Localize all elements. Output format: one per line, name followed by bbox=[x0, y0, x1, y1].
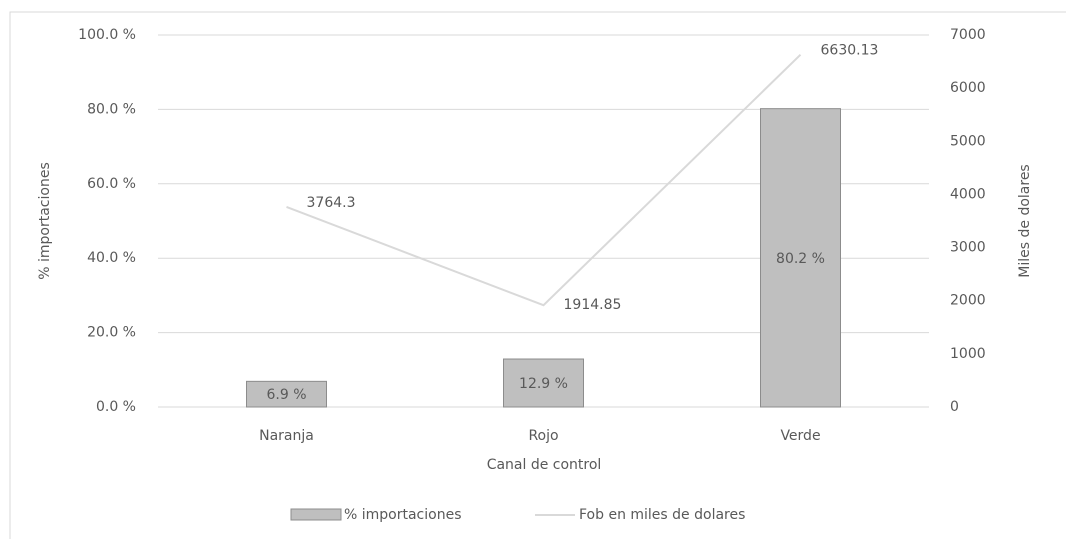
bar bbox=[760, 108, 841, 408]
x-tick-label: Verde bbox=[780, 428, 820, 444]
y2-tick-label: 7000 bbox=[950, 27, 986, 43]
y2-axis-title: Miles de dolares bbox=[1017, 164, 1033, 277]
x-tick-label: Rojo bbox=[528, 428, 558, 444]
y2-tick-label: 0 bbox=[950, 399, 959, 415]
y-tick-label: 0.0 % bbox=[96, 399, 136, 415]
y2-tick-label: 3000 bbox=[950, 240, 986, 256]
legend-swatch bbox=[290, 508, 342, 521]
bar bbox=[503, 358, 584, 408]
y2-tick-label: 2000 bbox=[950, 293, 986, 309]
bar-value-label: 12.9 % bbox=[519, 376, 568, 392]
line-value-label: 1914.85 bbox=[564, 297, 622, 313]
y-tick-label: 60.0 % bbox=[87, 176, 136, 192]
legend-label: Fob en miles de dolares bbox=[579, 507, 745, 523]
line-value-label: 3764.3 bbox=[307, 195, 356, 211]
y-tick-label: 80.0 % bbox=[87, 101, 136, 117]
y2-tick-label: 5000 bbox=[950, 133, 986, 149]
line bbox=[286, 53, 802, 307]
bar-value-label: 6.9 % bbox=[266, 387, 306, 403]
line-value-label: 6630.13 bbox=[821, 43, 879, 59]
y-tick-label: 40.0 % bbox=[87, 250, 136, 266]
bar-value-label: 80.2 % bbox=[776, 251, 825, 267]
chart-frame bbox=[9, 11, 1066, 543]
x-axis-title: Canal de control bbox=[487, 457, 602, 473]
legend-label: % importaciones bbox=[344, 507, 462, 523]
bar bbox=[246, 380, 327, 408]
x-tick-label: Naranja bbox=[259, 428, 314, 444]
y2-tick-label: 6000 bbox=[950, 80, 986, 96]
y2-tick-label: 4000 bbox=[950, 186, 986, 202]
y-axis-title: % importaciones bbox=[37, 162, 53, 280]
y-tick-label: 20.0 % bbox=[87, 325, 136, 341]
y-tick-label: 100.0 % bbox=[78, 27, 136, 43]
y2-tick-label: 1000 bbox=[950, 346, 986, 362]
